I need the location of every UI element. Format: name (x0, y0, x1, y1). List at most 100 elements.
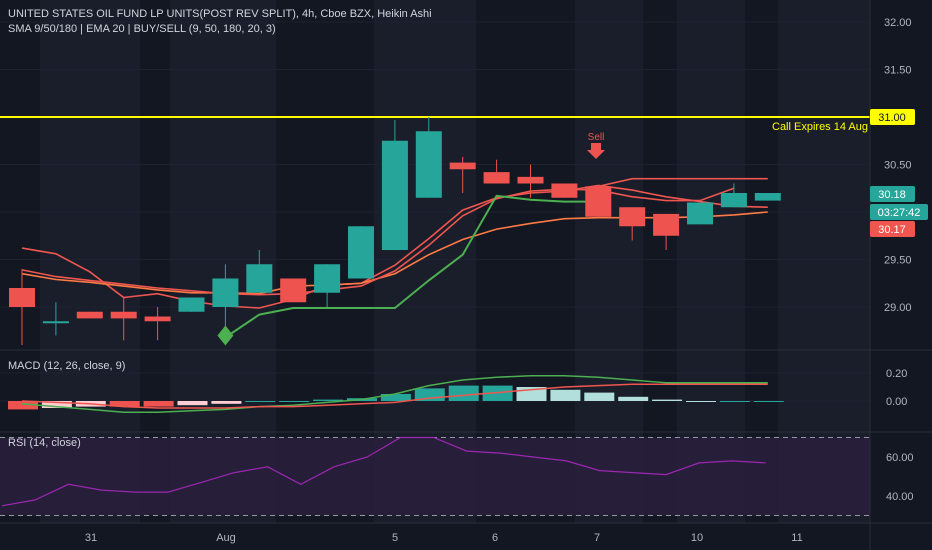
signal-line (21, 383, 768, 409)
svg-text:31.00: 31.00 (878, 112, 906, 124)
candle (585, 186, 612, 217)
candle-body (42, 321, 69, 324)
candle-body (348, 226, 374, 279)
symbol-title: UNITED STATES OIL FUND LP UNITS(POST REV… (8, 8, 432, 20)
session-band-0 (40, 0, 140, 523)
session-band-5 (778, 0, 870, 523)
svg-text:30.17: 30.17 (878, 224, 906, 236)
rsi-legend[interactable]: RSI (14, close) (8, 437, 81, 449)
price-tick: 29.00 (884, 302, 912, 314)
time-tick: 5 (392, 532, 398, 544)
sma-fast-line (21, 184, 768, 309)
time-axis[interactable]: 31 Aug 5 6 7 10 11 (85, 532, 803, 544)
macd-histogram-bar (8, 401, 38, 410)
macd-histogram-bar (618, 396, 649, 401)
candle-body (314, 264, 341, 293)
macd-histogram-bar (584, 392, 615, 401)
signal-markers (217, 143, 605, 346)
moving-average-lines (21, 177, 768, 339)
time-tick: Aug (216, 532, 236, 544)
time-tick: 6 (492, 532, 498, 544)
candle-body (110, 311, 137, 319)
macd-histogram-bar (143, 401, 174, 407)
time-tick: 10 (691, 532, 703, 544)
price-axis[interactable]: 32.00 31.50 30.50 29.50 29.00 (884, 17, 912, 314)
candle-body (212, 278, 239, 307)
macd-tick: 0.20 (886, 368, 907, 380)
candle (415, 117, 442, 198)
candle-body (449, 162, 476, 170)
candle (144, 307, 171, 341)
stop-line (598, 177, 768, 188)
macd-pane[interactable]: 0.20 0.00 (0, 368, 907, 413)
session-band-1 (170, 0, 276, 523)
candle (314, 264, 341, 307)
svg-text:03:27:42: 03:27:42 (878, 207, 921, 219)
macd-histogram-bar (550, 389, 581, 401)
macd-histogram-bar (686, 401, 716, 402)
macd-tick: 0.00 (886, 396, 907, 408)
macd-histogram-bar (177, 401, 208, 406)
candle (178, 297, 205, 312)
candle (76, 311, 103, 319)
candle (449, 156, 476, 193)
macd-histogram-bar (753, 401, 784, 402)
sma-slow-line (21, 187, 735, 296)
candle (720, 183, 747, 208)
macd-histogram-bar (109, 401, 140, 407)
buy-signal-marker (217, 325, 234, 346)
badge-countdown: 03:27:42 (870, 204, 928, 220)
candle (212, 264, 239, 341)
price-tick: 30.50 (884, 160, 912, 172)
time-tick: 7 (594, 532, 600, 544)
candles (9, 117, 781, 345)
candle-body (144, 316, 171, 322)
candle (687, 202, 713, 225)
session-band-3 (575, 0, 643, 523)
candle-body (76, 311, 103, 319)
candle-body (517, 176, 544, 184)
candle (483, 159, 510, 184)
candle (246, 250, 273, 293)
hline-label: Call Expires 14 Aug (772, 121, 868, 133)
candle-body (585, 186, 612, 217)
candle-body (178, 297, 205, 312)
candle-body (381, 140, 408, 250)
macd-histogram-bar (380, 394, 411, 401)
price-tick: 32.00 (884, 17, 912, 29)
candle-body (551, 183, 578, 198)
indicators-legend[interactable]: SMA 9/50/180 | EMA 20 | BUY/SELL (9, 50,… (8, 23, 276, 35)
macd-histogram-bar (211, 401, 242, 404)
candle-body (246, 264, 273, 293)
macd-legend[interactable]: MACD (12, 26, close, 9) (8, 360, 126, 372)
macd-line (21, 375, 768, 413)
candle-body (720, 193, 747, 208)
candle-body (754, 193, 781, 201)
buy-sell-line (224, 194, 599, 339)
badge-last-price: 30.18 (870, 186, 915, 202)
macd-histogram-bar (245, 401, 276, 402)
price-pane[interactable] (0, 116, 870, 346)
macd-histogram-bar (313, 399, 344, 401)
rsi-tick: 40.00 (886, 491, 914, 503)
candle (348, 226, 374, 279)
session-bands (40, 0, 870, 523)
rsi-pane[interactable]: 60.00 40.00 (0, 436, 914, 516)
candle (551, 183, 578, 198)
price-tick: 31.50 (884, 65, 912, 77)
candle (110, 297, 137, 341)
candle (381, 119, 408, 250)
candle-body (653, 213, 680, 236)
candle (619, 207, 646, 241)
macd-histogram-bar (482, 385, 513, 401)
macd-histogram-bar (41, 401, 72, 408)
rsi-band-fill (0, 437, 870, 516)
macd-histogram-bar (719, 401, 750, 402)
svg-text:30.18: 30.18 (878, 189, 906, 201)
candle (9, 269, 35, 345)
sell-signal-marker (587, 143, 605, 159)
session-band-2 (374, 0, 476, 523)
macd-histogram-bar (279, 401, 310, 402)
rsi-line (1, 436, 766, 507)
